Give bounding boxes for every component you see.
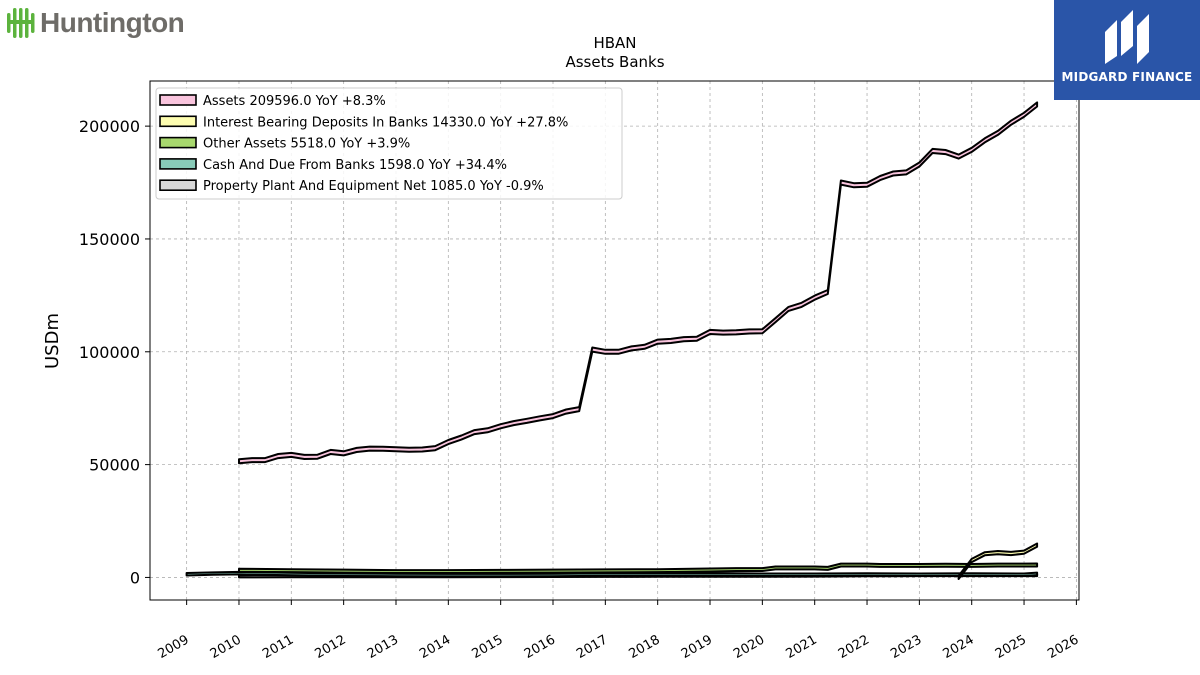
x-tick-label: 2024 [941,632,977,662]
x-tick-label: 2018 [627,632,663,662]
x-tick-label: 2025 [993,632,1029,662]
x-tick-label: 2020 [731,632,767,662]
legend-swatch [159,158,197,170]
legend-label: Other Assets 5518.0 YoY +3.9% [203,137,410,152]
x-tick-label: 2013 [365,632,401,662]
y-axis-label: USDm [42,313,63,369]
series-area-other-assets [238,562,1039,574]
x-tick-label: 2010 [208,632,244,662]
x-tick-label: 2011 [260,632,296,662]
x-tick-label: 2026 [1045,632,1081,662]
x-tick-label: 2021 [784,632,820,662]
y-tick-label: 150000 [79,230,140,249]
midgard-m-icon [1105,10,1149,64]
series-area-assets [238,101,1039,465]
x-tick-label: 2019 [679,632,715,662]
x-tick-label: 2014 [417,632,453,662]
huntington-leaf-icon [7,8,35,38]
huntington-logo: Huntington [4,4,185,42]
x-tick-label: 2009 [155,632,191,662]
x-tick-label: 2017 [574,632,610,662]
midgard-finance-label: MIDGARD FINANCE [1061,70,1193,84]
legend-label: Assets 209596.0 YoY +8.3% [203,94,386,109]
legend: Assets 209596.0 YoY +8.3% Interest Bearin… [155,87,623,200]
huntington-wordmark: Huntington [40,7,185,38]
y-tick-label: 0 [130,568,140,587]
chart-subtitle: Assets Banks [565,53,664,71]
x-tick-label: 2016 [522,632,558,662]
series-area-interest-bearing-deposits-in-banks [957,542,1039,580]
midgard-finance-logo: MIDGARD FINANCE [1054,0,1200,100]
series-areas [185,101,1039,580]
plot-area-frame [149,80,1080,601]
y-axis: 0 50000 100000 150000 200000 [79,117,150,587]
y-tick-label: 200000 [79,117,140,136]
y-tick-label: 100000 [79,343,140,362]
legend-swatch [159,179,197,191]
legend-swatch [159,136,197,149]
x-tick-label: 2012 [312,632,348,662]
legend-label: Cash And Due From Banks 1598.0 YoY +34.4… [203,158,507,173]
x-tick-label: 2015 [470,632,506,662]
legend-box [155,87,623,200]
x-tick-label: 2023 [888,632,924,662]
legend-label: Interest Bearing Deposits In Banks 14330… [203,115,568,130]
x-tick-label: 2022 [836,632,872,662]
legend-label: Property Plant And Equipment Net 1085.0 … [203,179,544,194]
x-axis: 2009 2010 2011 2012 2013 2014 2015 2016 2017 2018… [155,600,1081,662]
y-tick-label: 50000 [89,456,140,475]
chart-title: HBAN [593,34,636,52]
legend-swatch [159,115,197,128]
legend-swatch [159,94,197,106]
